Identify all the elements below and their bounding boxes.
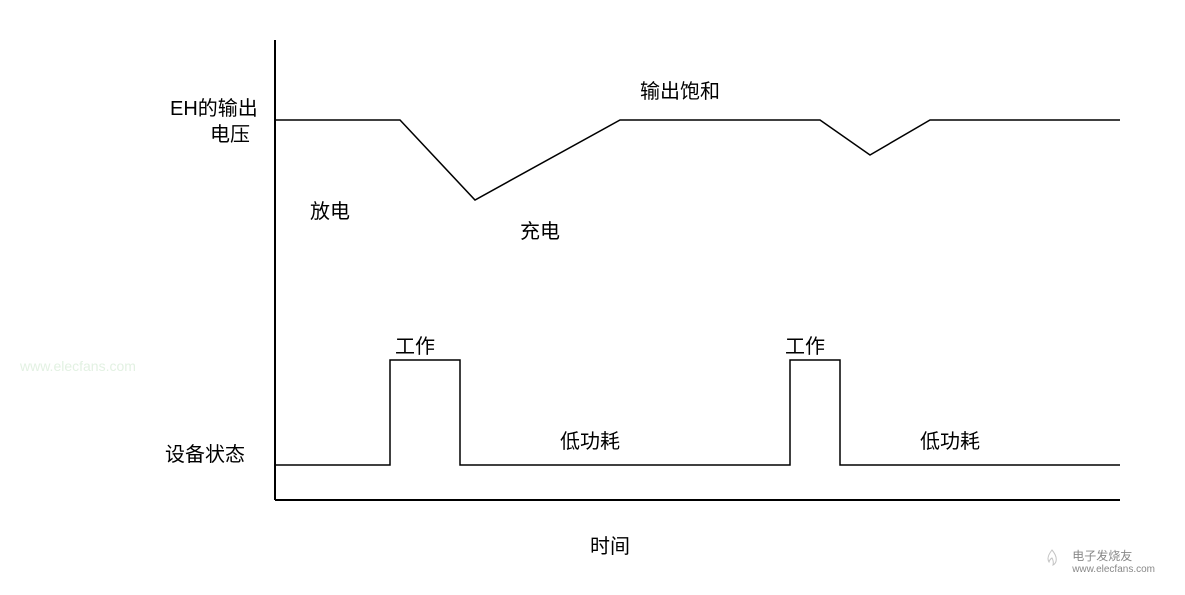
y-axis-label-line1: EH的输出: [170, 92, 258, 121]
low-power-label-2: 低功耗: [920, 425, 980, 454]
y-axis-label-line2: 电压: [210, 118, 250, 147]
discharge-label: 放电: [310, 195, 350, 224]
footer-url: www.elecfans.com: [1072, 564, 1155, 575]
time-label: 时间: [590, 530, 630, 559]
saturated-label: 输出饱和: [640, 75, 720, 104]
active-label-1: 工作: [395, 330, 435, 359]
diagram-svg: [0, 0, 1185, 595]
watermark-text: www.elecfans.com: [20, 358, 136, 374]
footer-brand: 电子发烧友: [1072, 547, 1155, 564]
voltage-curve: [275, 120, 1120, 200]
footer-logo: 电子发烧友 www.elecfans.com: [1038, 547, 1155, 575]
charge-label: 充电: [520, 215, 560, 244]
low-power-label-1: 低功耗: [560, 425, 620, 454]
active-label-2: 工作: [785, 330, 825, 359]
flame-icon: [1038, 547, 1066, 575]
device-state-curve: [275, 360, 1120, 465]
device-state-label: 设备状态: [165, 438, 245, 467]
diagram-container: EH的输出 电压 放电 充电 输出饱和 工作 工作 低功耗 低功耗 设备状态 时…: [0, 0, 1185, 595]
